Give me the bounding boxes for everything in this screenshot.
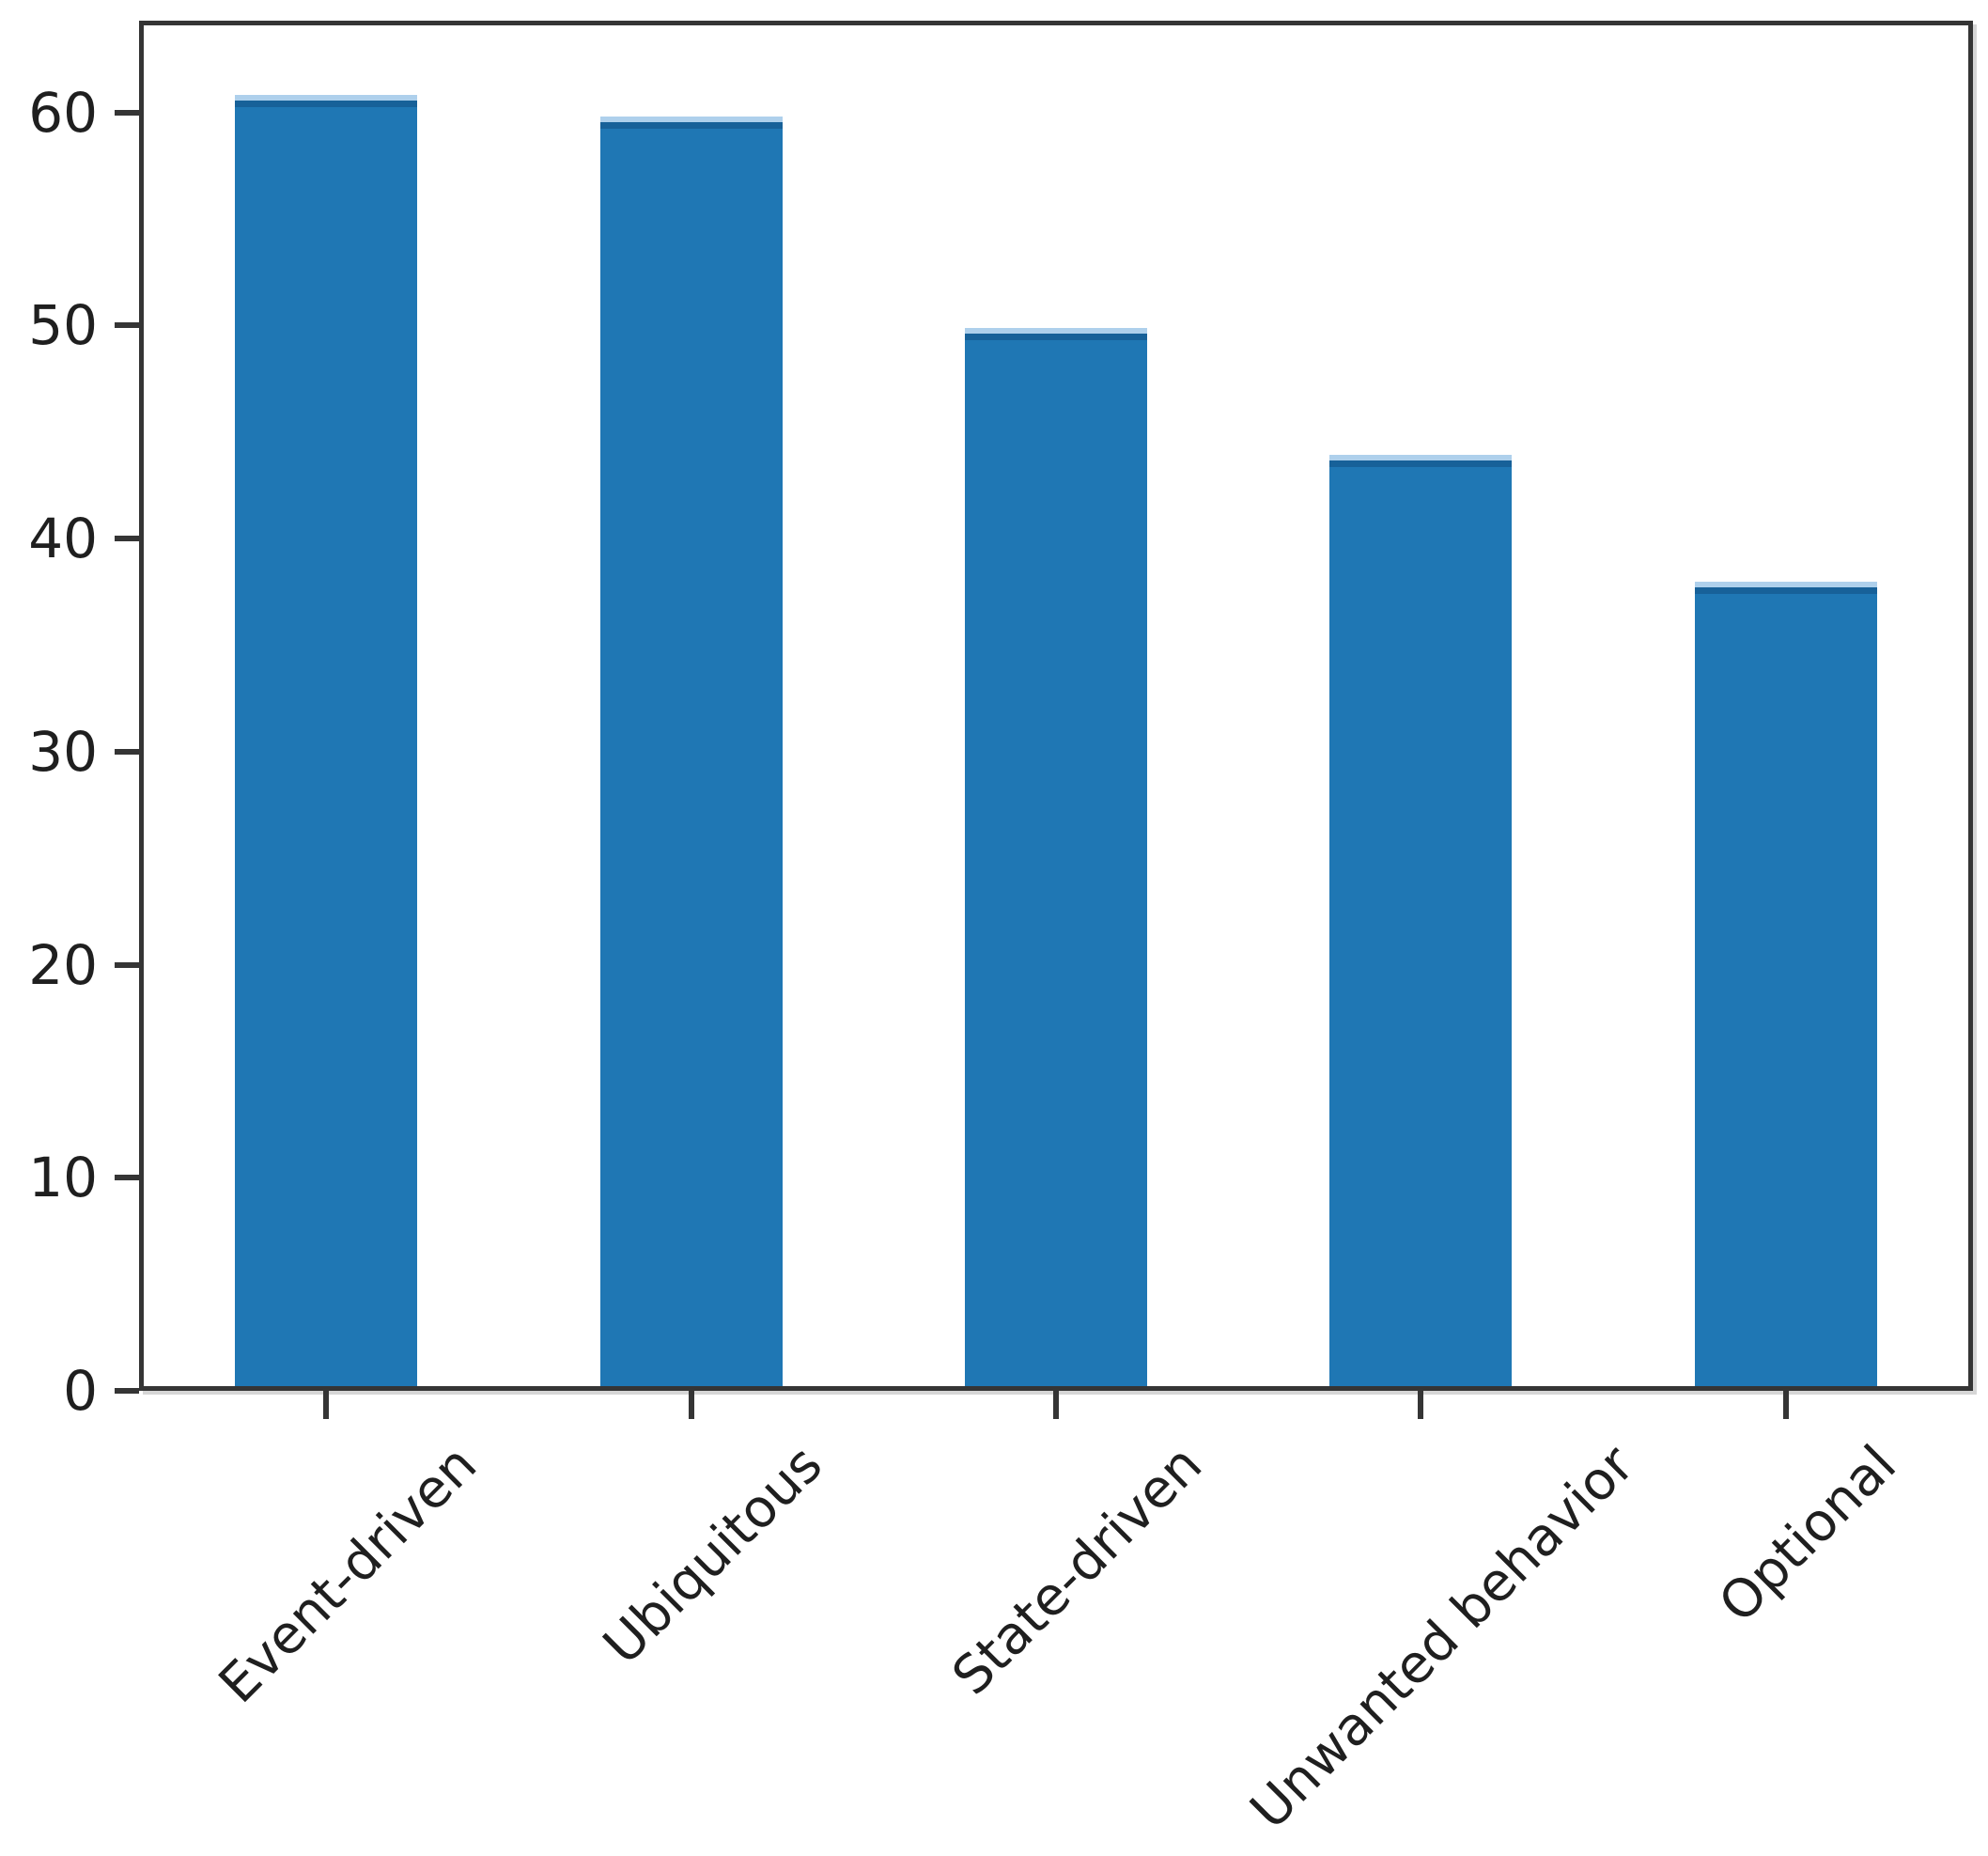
x-tick-mark (1418, 1391, 1424, 1419)
y-tick-mark (115, 1388, 139, 1394)
x-tick-label: Event-driven (207, 1434, 489, 1716)
x-tick-label: Optional (1707, 1434, 1908, 1635)
y-tick-label: 0 (63, 1359, 98, 1423)
y-tick-label: 10 (28, 1146, 98, 1210)
bar-optional (1694, 582, 1877, 1386)
x-tick-label: Ubiquitous (591, 1434, 834, 1677)
y-tick-mark (115, 748, 139, 755)
x-tick-label: State-driven (940, 1434, 1215, 1708)
bar-ubiquitous (599, 116, 783, 1386)
y-tick-mark (115, 1175, 139, 1181)
y-tick-mark (115, 109, 139, 116)
x-tick-mark (1053, 1391, 1059, 1419)
y-tick-label: 60 (28, 80, 98, 145)
x-tick-mark (688, 1391, 694, 1419)
x-tick-mark (323, 1391, 330, 1419)
bar-state-driven (964, 328, 1148, 1386)
bar-unwanted-behavior (1329, 455, 1513, 1386)
y-tick-label: 50 (28, 293, 98, 358)
x-tick-label: Unwanted behavior (1238, 1434, 1647, 1842)
x-tick-mark (1782, 1391, 1789, 1419)
y-tick-mark (115, 961, 139, 968)
plot-area (139, 21, 1973, 1391)
y-tick-mark (115, 322, 139, 329)
y-tick-label: 30 (28, 719, 98, 784)
y-tick-label: 40 (28, 507, 98, 570)
y-tick-label: 20 (28, 932, 98, 997)
y-tick-mark (115, 536, 139, 541)
bar-event-driven (235, 95, 418, 1386)
